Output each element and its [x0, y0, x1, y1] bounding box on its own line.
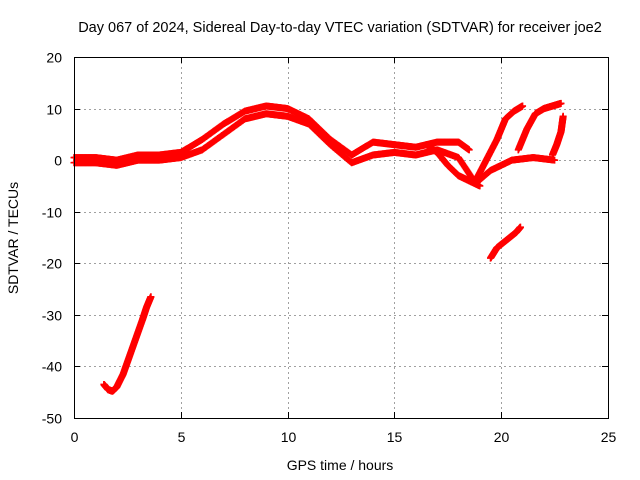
y-tick-label: 20 — [46, 50, 62, 66]
series-dip-branch — [422, 141, 484, 190]
data-point — [557, 99, 565, 107]
y-tick-label: -50 — [42, 411, 62, 427]
data-point — [559, 112, 567, 120]
series-late-rise — [548, 112, 567, 159]
series-main-band-lower — [70, 110, 559, 187]
y-tick-label: 0 — [54, 153, 62, 169]
y-tick-label: -40 — [42, 359, 62, 375]
y-tick-label: 10 — [46, 102, 62, 118]
series-rising-arc-1 — [472, 102, 527, 185]
series-early-curve — [100, 293, 155, 395]
chart-title: Day 067 of 2024, Sidereal Day-to-day VTE… — [78, 20, 602, 36]
x-tick-label: 20 — [494, 429, 510, 445]
plot-frame — [74, 57, 609, 419]
x-tick-label: 15 — [387, 429, 403, 445]
x-tick-label: 25 — [601, 429, 617, 445]
x-tick-label: 0 — [71, 429, 79, 445]
y-axis-label: SDTVAR / TECUs — [5, 182, 21, 294]
data-point — [147, 293, 155, 301]
y-tick-label: -10 — [42, 205, 62, 221]
series-isolated-segment — [487, 223, 524, 262]
data-point — [551, 156, 559, 164]
x-axis-label: GPS time / hours — [287, 457, 394, 473]
data-points — [70, 99, 567, 395]
data-point — [516, 223, 524, 231]
x-tick-label: 5 — [178, 429, 186, 445]
y-tick-label: -30 — [42, 308, 62, 324]
x-tick-label: 10 — [281, 429, 297, 445]
data-point — [465, 146, 473, 154]
axis-ticks: 0 5 10 15 20 25 -50 -40 -30 -20 -10 0 10 20 — [42, 50, 617, 446]
data-point — [519, 102, 527, 110]
series-rising-arc-2 — [514, 99, 565, 154]
data-point — [476, 182, 484, 190]
y-tick-label: -20 — [42, 256, 62, 272]
